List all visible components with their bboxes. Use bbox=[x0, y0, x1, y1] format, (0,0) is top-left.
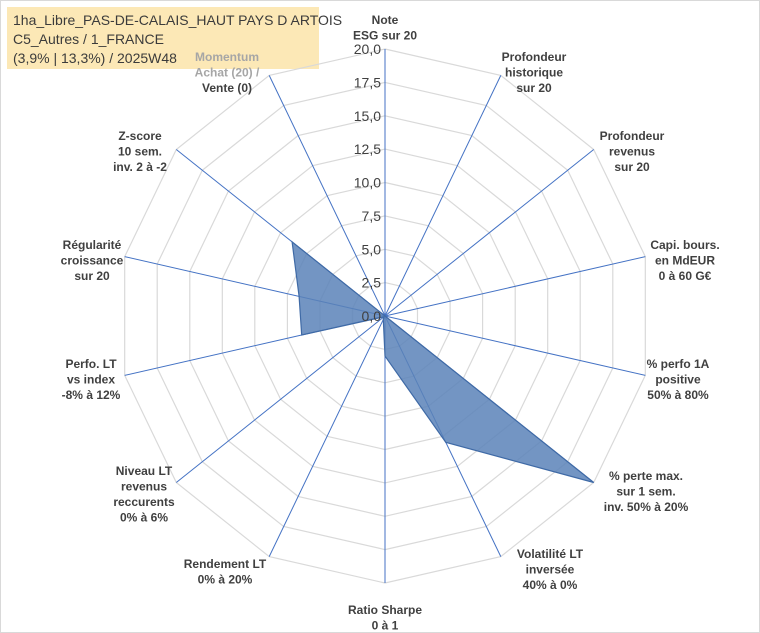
axis-label-8-line-1: 0% à 20% bbox=[198, 573, 253, 587]
tick-label-1: 2,5 bbox=[362, 275, 382, 291]
axis-label-12-line-1: 10 sem. bbox=[118, 145, 162, 159]
axis-spoke-3 bbox=[384, 256, 646, 317]
tick-label-4: 10,0 bbox=[354, 175, 381, 191]
axis-label-6-line-1: inversée bbox=[526, 563, 575, 577]
axis-label-3-line-1: en MdEUR bbox=[655, 254, 715, 268]
axis-spoke-1 bbox=[384, 75, 502, 317]
axis-label-2-line-2: sur 20 bbox=[614, 160, 650, 174]
axis-label-4-line-0: % perfo 1A bbox=[647, 357, 710, 371]
tick-label-3: 7,5 bbox=[362, 208, 382, 224]
axis-label-3-line-2: 0 à 60 G€ bbox=[659, 269, 712, 283]
axis-label-0-line-0: Note bbox=[372, 13, 399, 27]
axis-spoke-9 bbox=[175, 315, 386, 483]
axis-label-13-line-1: Achat (20) / bbox=[195, 66, 260, 80]
axis-label-3-line-0: Capi. bours. bbox=[650, 238, 719, 252]
tick-label-6: 15,0 bbox=[354, 108, 381, 124]
axis-spoke-2 bbox=[384, 149, 595, 317]
axis-spoke-4 bbox=[384, 315, 646, 376]
axis-label-8-line-0: Rendement LT bbox=[184, 557, 267, 571]
axis-label-2-line-0: Profondeur bbox=[600, 129, 665, 143]
axis-label-0-line-1: ESG sur 20 bbox=[353, 29, 417, 43]
axis-label-5-line-2: inv. 50% à 20% bbox=[604, 500, 689, 514]
axis-spoke-8 bbox=[268, 315, 386, 557]
tick-label-5: 12,5 bbox=[354, 141, 381, 157]
axis-label-1-line-2: sur 20 bbox=[516, 81, 552, 95]
axis-label-9-line-1: revenus bbox=[121, 480, 167, 494]
axis-label-4-line-1: positive bbox=[655, 373, 701, 387]
axis-label-4-line-2: 50% à 80% bbox=[647, 388, 709, 402]
axis-label-13-line-2: Vente (0) bbox=[202, 81, 252, 95]
axis-label-9-line-2: reccurents bbox=[113, 495, 175, 509]
axis-label-11-line-1: croissance bbox=[61, 254, 124, 268]
axis-label-10-line-2: -8% à 12% bbox=[62, 388, 121, 402]
axis-label-13-line-0: Momentum bbox=[195, 50, 259, 64]
axis-label-2-line-1: revenus bbox=[609, 145, 655, 159]
axis-label-9-line-3: 0% à 6% bbox=[120, 511, 168, 525]
axis-label-12-line-0: Z-score bbox=[118, 129, 162, 143]
axis-label-5-line-0: % perte max. bbox=[609, 469, 683, 483]
chart-title-box: 1ha_Libre_PAS-DE-CALAIS_HAUT PAYS D ARTO… bbox=[7, 7, 343, 69]
tick-label-0: 0,0 bbox=[362, 308, 382, 324]
title-line-2: C5_Autres / 1_FRANCE bbox=[13, 31, 164, 47]
tick-label-2: 5,0 bbox=[362, 241, 382, 257]
axis-label-11-line-2: sur 20 bbox=[74, 269, 110, 283]
axis-label-6-line-0: Volatilité LT bbox=[517, 547, 584, 561]
axis-label-10-line-0: Perfo. LT bbox=[65, 357, 117, 371]
tick-label-8: 20,0 bbox=[354, 41, 381, 57]
axis-label-7-line-0: Ratio Sharpe bbox=[348, 603, 422, 617]
axis-label-5-line-1: sur 1 sem. bbox=[616, 485, 675, 499]
axis-label-1-line-1: historique bbox=[505, 66, 563, 80]
axis-label-7-line-1: 0 à 1 bbox=[372, 619, 399, 633]
axis-label-9-line-0: Niveau LT bbox=[116, 464, 173, 478]
axis-label-11-line-0: Régularité bbox=[63, 238, 122, 252]
tick-label-7: 17,5 bbox=[354, 74, 381, 90]
series-area bbox=[291, 240, 595, 484]
title-line-3: (3,9% | 13,3%) / 2025W48 bbox=[13, 50, 177, 66]
axis-spoke-13 bbox=[268, 75, 386, 317]
axis-label-6-line-2: 40% à 0% bbox=[523, 578, 578, 592]
axis-label-10-line-1: vs index bbox=[67, 373, 115, 387]
axis-label-1-line-0: Profondeur bbox=[502, 50, 567, 64]
title-line-1: 1ha_Libre_PAS-DE-CALAIS_HAUT PAYS D ARTO… bbox=[13, 12, 343, 28]
axis-label-12-line-2: inv. 2 à -2 bbox=[113, 160, 167, 174]
